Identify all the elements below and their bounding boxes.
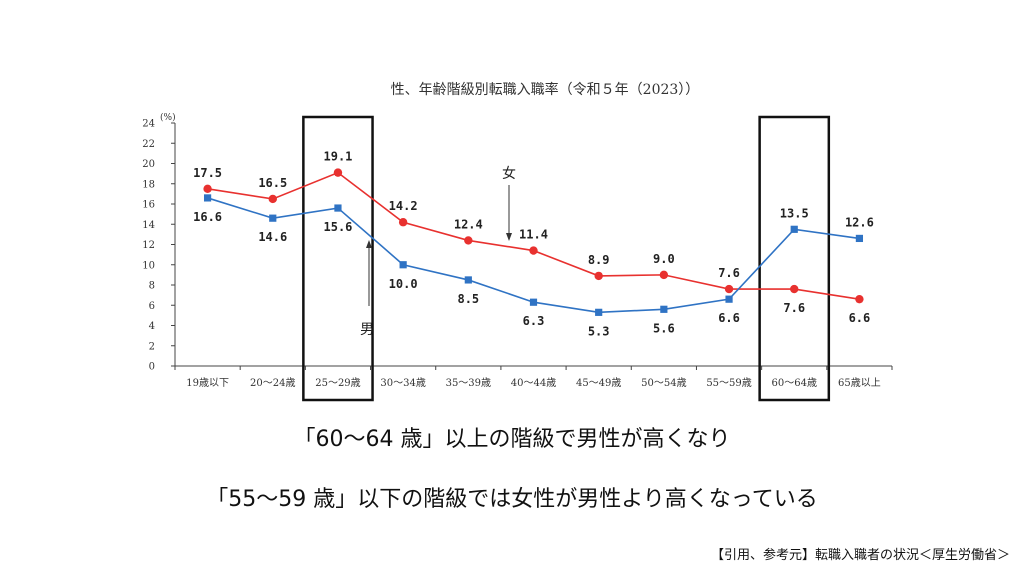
y-tick-label: 16 [142,200,155,211]
data-label-female: 8.9 [588,253,610,267]
data-label-female: 11.4 [519,228,548,242]
highlight-box [302,115,374,402]
data-label-female: 7.6 [783,301,805,315]
caption-line-1: 「60～64 歳」以上の階級で男性が高くなり [293,427,731,452]
data-point-male [595,308,603,316]
highlight-box [758,115,831,402]
x-tick-label: 30～34歳 [380,377,425,389]
data-label-male: 12.6 [845,215,874,229]
y-tick-label: 2 [149,341,155,352]
data-point-female [464,236,473,245]
data-label-female: 9.0 [653,252,675,266]
data-label-female: 16.5 [258,176,287,190]
y-tick-label: 10 [142,260,155,271]
data-point-female [594,271,603,281]
data-point-male [855,234,864,243]
source-citation: 【引用、参考元】転職入職者の状況＜厚生労働省＞ [710,548,1010,563]
x-tick-label: 55～59歳 [706,377,751,389]
series-line-male [207,197,860,314]
x-tick-label: 19歳以下 [186,377,229,389]
chart-title: 性、年齢階級別転職入職率（令和５年（2023）） [391,81,700,98]
data-label-female: 7.6 [718,266,740,280]
data-point-female [398,218,408,227]
data-point-female [268,194,277,204]
data-label-male: 5.3 [588,324,610,338]
female-annotation-arrow [506,185,512,241]
data-point-male [269,214,277,222]
data-label-female: 19.1 [324,150,353,164]
data-point-female [529,246,538,255]
data-label-male: 10.0 [389,277,418,291]
y-tick-label: 12 [142,240,155,251]
female-annotation-label: 女 [502,165,516,182]
data-label-female: 14.2 [389,199,418,213]
y-tick-label: 14 [142,220,155,231]
data-point-female [203,184,212,194]
data-label-male: 16.6 [193,210,222,224]
x-tick-label: 50～54歳 [641,377,686,389]
y-tick-label: 4 [149,321,155,332]
y-tick-label: 20 [142,159,155,170]
data-point-male [529,298,538,306]
data-label-male: 6.6 [718,311,740,325]
data-label-male: 6.3 [523,314,545,328]
y-tick-label: 0 [149,362,155,373]
data-label-female: 17.5 [193,166,222,180]
x-tick-label: 35～39歳 [446,377,491,389]
y-tick-label: 6 [149,301,155,312]
data-point-male [725,295,733,303]
y-axis-unit: (%) [160,112,176,123]
data-point-female [659,270,669,280]
caption-line-2: 「55～59 歳」以下の階級では女性が男性より高くなっている [206,487,818,512]
data-label-male: 8.5 [457,292,479,306]
y-tick-label: 18 [142,179,155,190]
data-point-male [464,276,472,284]
x-tick-label: 20～24歳 [250,377,295,389]
data-point-female [855,294,864,304]
data-label-male: 14.6 [258,230,287,244]
data-label-male: 5.6 [653,321,675,335]
data-point-male [203,194,212,202]
data-point-male [660,305,668,313]
data-point-male [399,261,407,269]
x-tick-label: 25～29歳 [315,377,360,389]
data-point-male [334,204,342,212]
male-annotation-label: 男 [360,322,374,338]
x-tick-label: 60～64歳 [772,377,817,389]
data-label-female: 6.6 [849,311,871,325]
data-point-male [790,225,798,233]
data-label-female: 12.4 [454,217,483,231]
male-annotation-arrow [366,240,372,306]
x-tick-label: 45～49歳 [576,377,621,389]
data-label-male: 13.5 [780,206,809,220]
x-tick-label: 40～44歳 [511,377,556,389]
x-tick-label: 65歳以上 [838,377,881,389]
data-point-female [333,168,343,177]
data-point-female [724,284,734,294]
y-tick-label: 24 [142,119,155,130]
data-point-female [790,284,799,294]
y-tick-label: 8 [149,281,155,292]
y-tick-label: 22 [142,139,155,150]
line-chart: 性、年齢階級別転職入職率（令和５年（2023）） (%) 02468101214… [142,81,893,402]
data-label-male: 15.6 [324,220,353,234]
